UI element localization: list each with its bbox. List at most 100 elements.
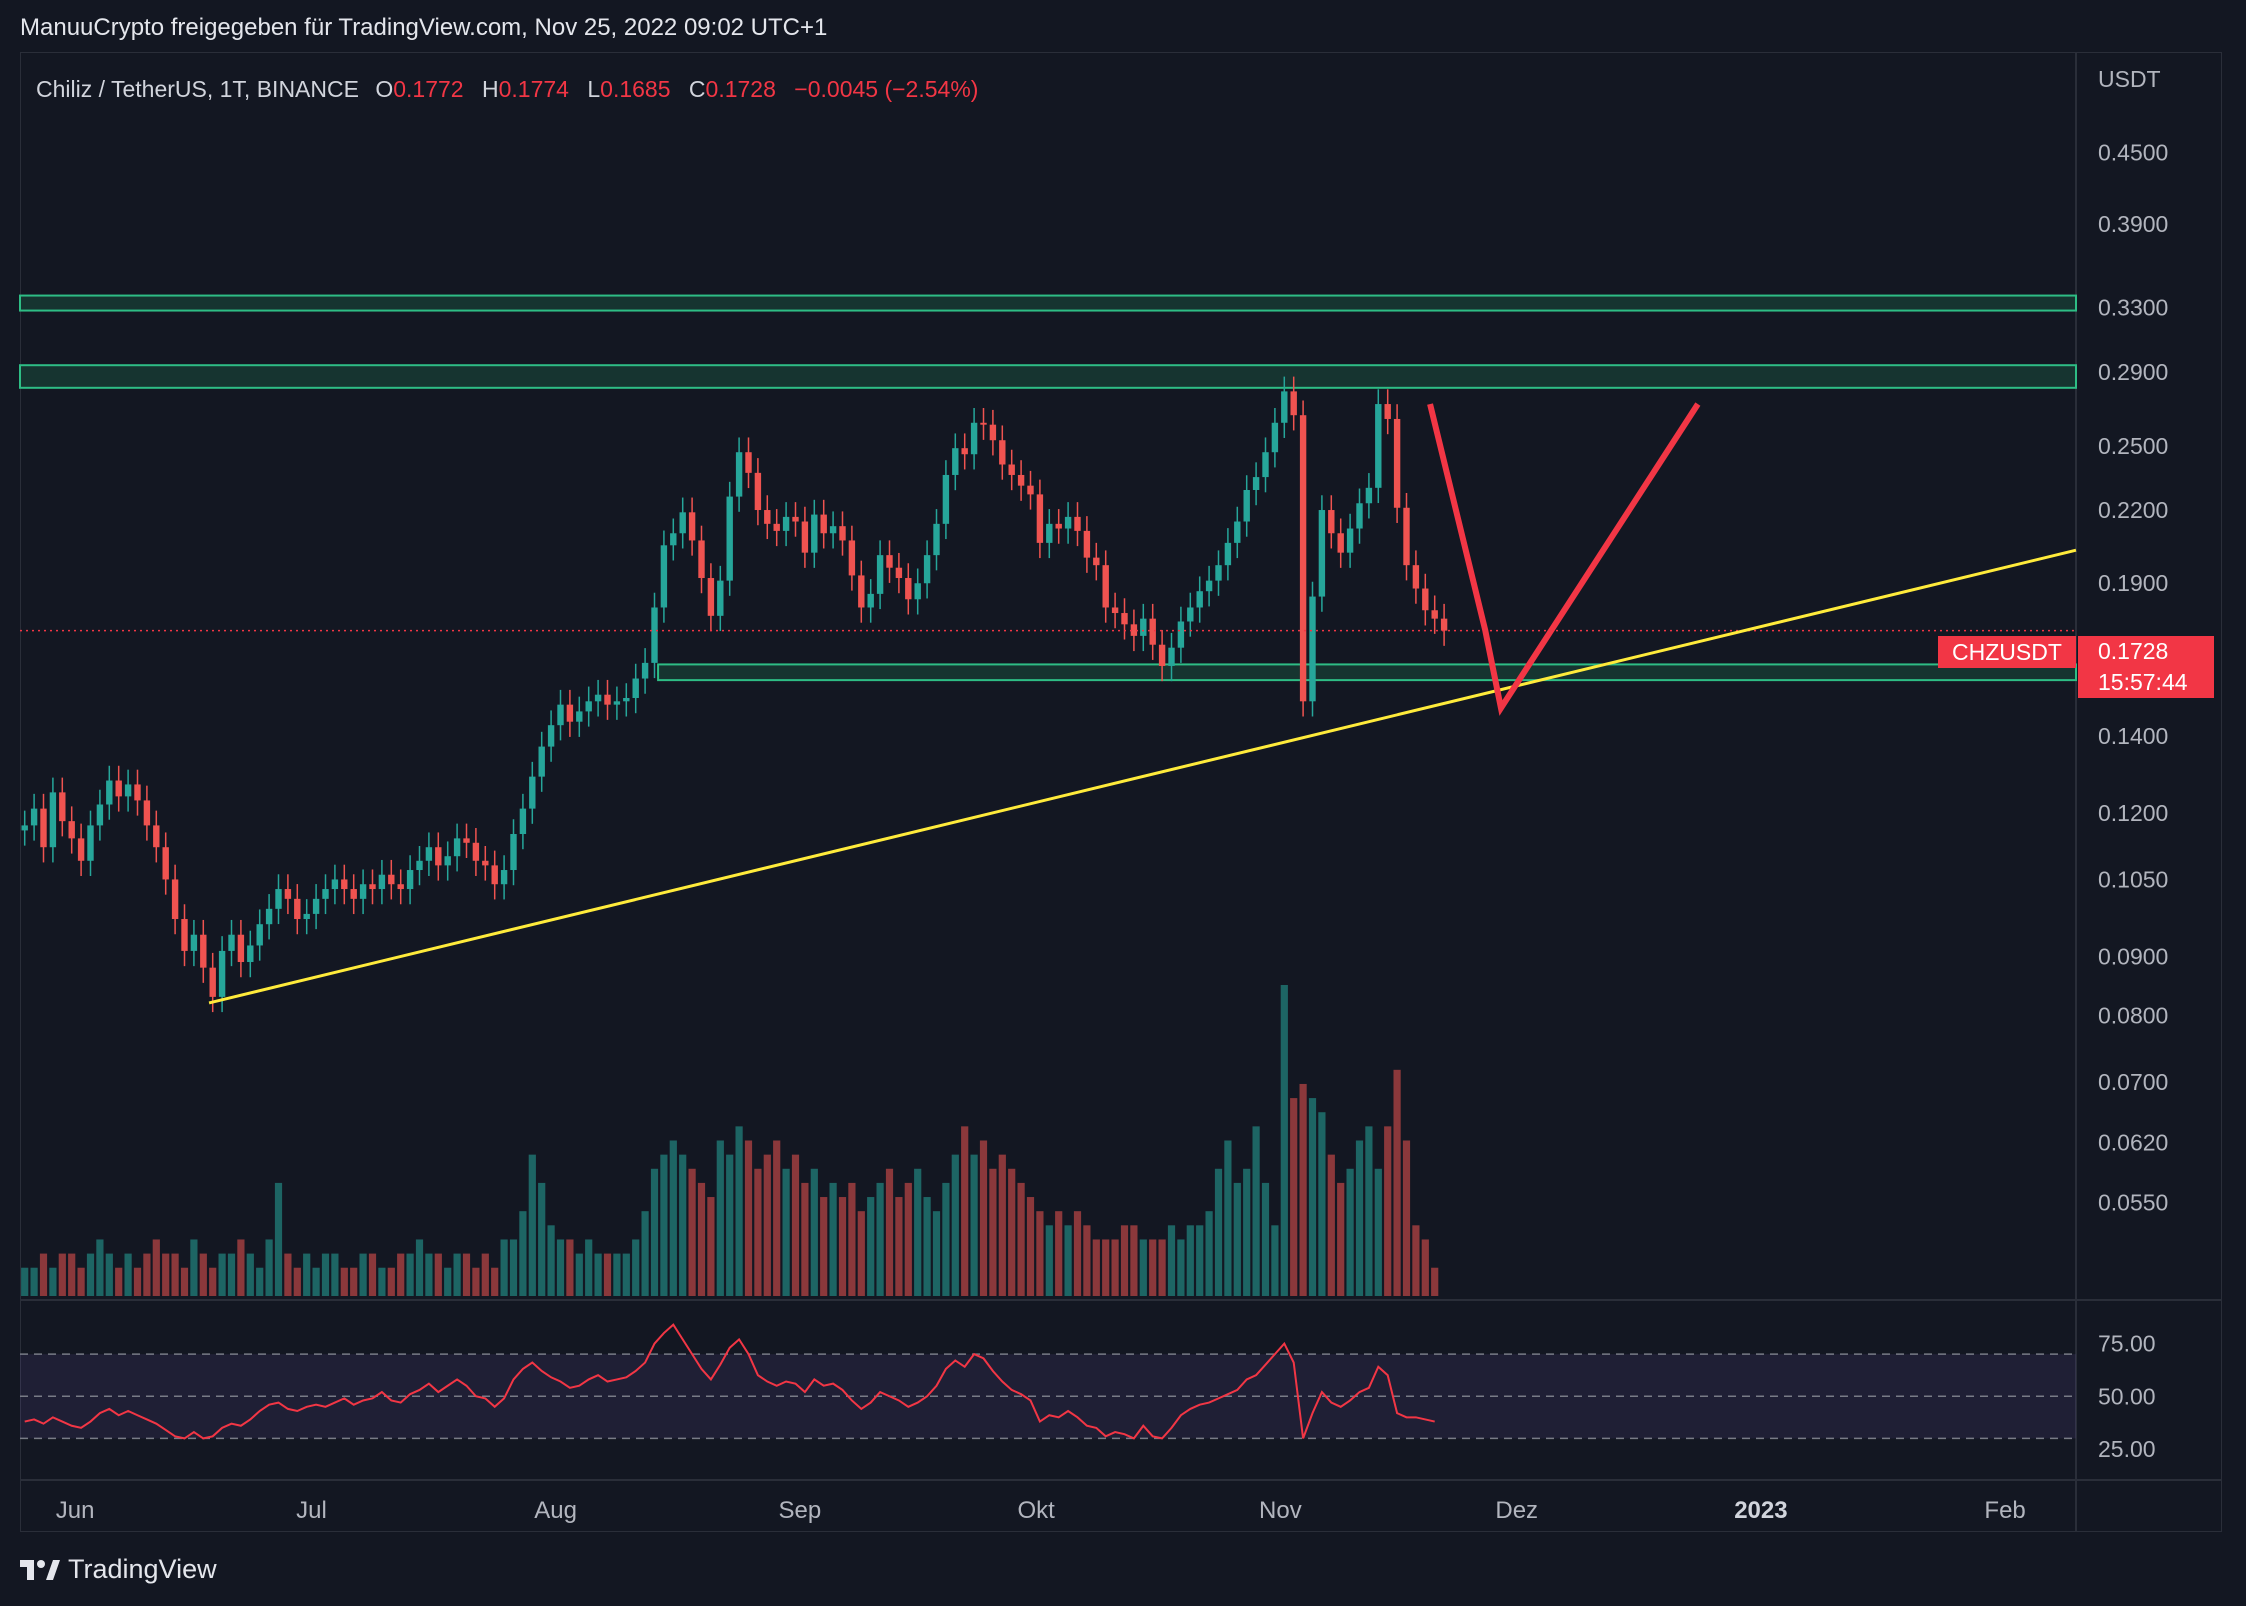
candle-body <box>1318 510 1326 597</box>
volume-bar <box>462 1253 471 1296</box>
candle-body <box>322 889 329 899</box>
symbol-price-tag: CHZUSDT <box>1938 636 2076 668</box>
symbol-label[interactable]: Chiliz / TetherUS, 1T, BINANCE <box>36 76 359 102</box>
candle-body <box>547 725 555 747</box>
chart-frame[interactable] <box>20 52 2222 1532</box>
candle-body <box>952 448 959 475</box>
attribution: ManuuCrypto freigegeben für TradingView.… <box>20 14 828 41</box>
volume-bar <box>274 1182 283 1296</box>
volume-bar <box>1365 1126 1373 1296</box>
volume-bar <box>932 1211 941 1296</box>
volume-bar <box>284 1253 292 1296</box>
candle-body <box>895 567 903 579</box>
volume-bar <box>472 1267 480 1296</box>
candle-body <box>1440 618 1448 631</box>
volume-bar <box>321 1253 330 1296</box>
volume-bar <box>1327 1154 1335 1296</box>
candle-body <box>1262 452 1269 478</box>
candle-body <box>1215 565 1222 581</box>
volume-bar <box>650 1168 659 1296</box>
volume-bar <box>86 1253 95 1296</box>
candle-body <box>143 800 151 826</box>
candle-body <box>1196 591 1203 608</box>
volume-bar <box>1055 1211 1063 1296</box>
candle-body <box>970 422 978 455</box>
volume-bar <box>1139 1239 1147 1296</box>
time-tick-label: Okt <box>1018 1497 1056 1524</box>
volume-bar <box>885 1168 894 1296</box>
candle-body <box>1121 613 1128 625</box>
candle-body <box>886 555 893 568</box>
volume-bar <box>838 1197 847 1296</box>
candle-body <box>1337 533 1344 553</box>
volume-bar <box>1346 1168 1354 1296</box>
volume-bar <box>218 1253 226 1296</box>
volume-bar <box>1205 1211 1213 1296</box>
price-tick-label: 0.4500 <box>2098 140 2168 166</box>
time-tick-label: Dez <box>1495 1497 1538 1524</box>
volume-bar <box>58 1253 66 1296</box>
volume-bar <box>1092 1239 1100 1296</box>
volume-bar <box>293 1267 301 1296</box>
candle-body <box>444 856 451 866</box>
volume-bar <box>1280 985 1288 1296</box>
candle-body <box>500 870 508 885</box>
candle-body <box>369 884 376 890</box>
candle-body <box>989 424 997 441</box>
candle-body <box>688 512 696 541</box>
volume-bar <box>49 1267 57 1296</box>
volume-bar <box>171 1253 179 1296</box>
rsi-line <box>24 1323 1435 1440</box>
volume-bar <box>1412 1225 1420 1296</box>
volume-bar <box>481 1253 489 1296</box>
volume-bar <box>998 1154 1006 1296</box>
candle-body <box>735 452 743 497</box>
volume-bar <box>1102 1239 1110 1296</box>
candle-body <box>1299 415 1307 702</box>
volume-bar <box>1073 1211 1082 1296</box>
volume-bar <box>453 1253 461 1296</box>
volume-bar <box>688 1168 696 1296</box>
volume-bar <box>876 1182 884 1296</box>
bar-countdown: 15:57:44 <box>2098 669 2188 695</box>
candle-body <box>660 545 668 608</box>
volume-bar <box>1196 1225 1204 1296</box>
volume-bar <box>312 1267 320 1296</box>
candle-body <box>1130 624 1138 636</box>
horizontal-zone <box>19 294 2077 312</box>
tradingview-logo[interactable]: TradingView <box>20 1554 217 1585</box>
candle-body <box>1346 528 1354 553</box>
candle-body <box>406 870 414 890</box>
volume-bar <box>209 1267 217 1296</box>
candle-body <box>829 526 837 534</box>
volume-bar <box>519 1211 527 1296</box>
volume-bar <box>190 1239 198 1296</box>
currency-label[interactable]: USDT <box>2098 66 2161 92</box>
volume-bar <box>1393 1069 1401 1296</box>
volume-bar <box>782 1168 790 1296</box>
trendline <box>208 548 2077 1005</box>
volume-bar <box>1337 1182 1345 1296</box>
candle-body <box>1356 503 1363 529</box>
candle-body <box>1422 588 1429 611</box>
volume-bar <box>1064 1225 1072 1296</box>
volume-bar <box>669 1140 677 1296</box>
candle-body <box>519 808 527 835</box>
price-tick-label: 0.0900 <box>2098 943 2168 969</box>
volume-bar <box>162 1253 170 1296</box>
candle-body <box>134 784 141 801</box>
volume-bar <box>1421 1239 1429 1296</box>
volume-bar <box>594 1253 602 1296</box>
price-tick-label: 0.2200 <box>2098 497 2168 523</box>
volume-bar <box>303 1253 311 1296</box>
candle-body <box>397 884 404 890</box>
volume-bar <box>1431 1267 1439 1296</box>
volume-bar <box>340 1267 348 1296</box>
volume-bar <box>500 1239 508 1296</box>
candle-body <box>980 422 987 425</box>
price-tick-label: 0.0800 <box>2098 1002 2168 1028</box>
candle-body <box>256 924 263 946</box>
candle-body <box>1281 391 1288 423</box>
volume-bar <box>951 1154 959 1296</box>
